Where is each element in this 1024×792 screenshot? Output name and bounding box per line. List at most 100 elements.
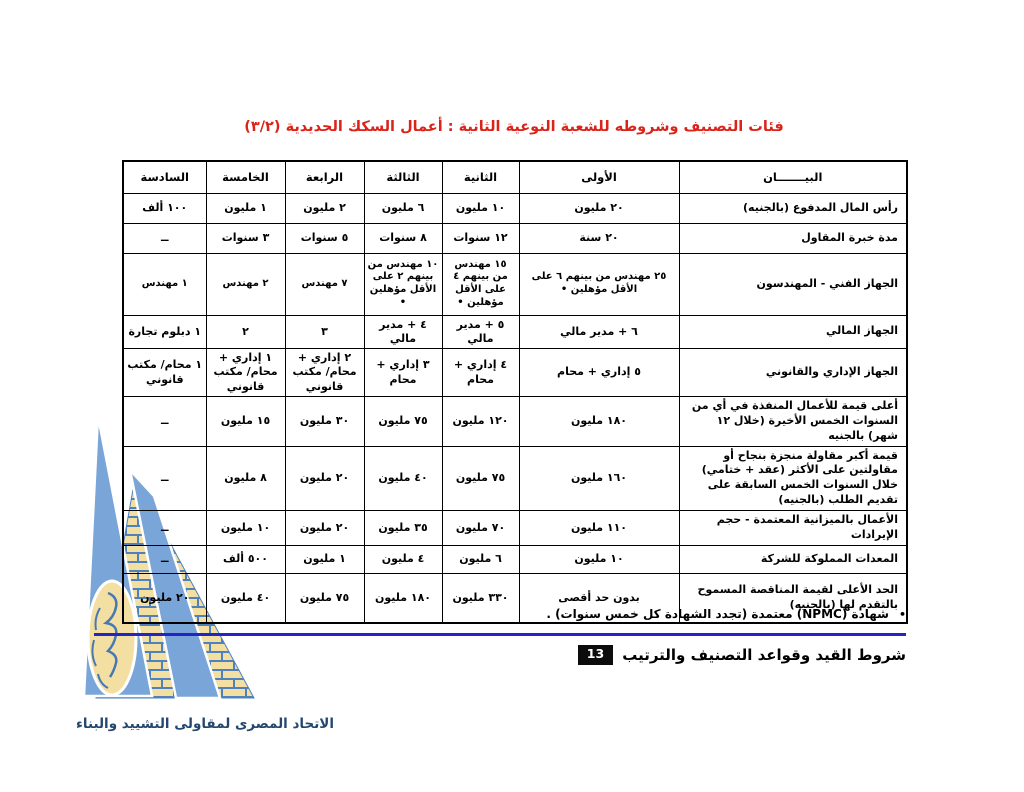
row-label: الحد الأعلى لقيمة المناقصة المسموح بالتق… [678, 572, 908, 624]
table-row: أعلى قيمة للأعمال المنفذة في أي من السنو… [122, 395, 908, 447]
row-label: الجهاز المالي [678, 314, 908, 350]
col-header-fifth: الخامسة [205, 160, 286, 194]
sphinx-mane-lines [91, 607, 109, 689]
table-row: الحد الأعلى لقيمة المناقصة المسموح بالتق… [122, 572, 908, 624]
value-cell: ٤ + مدير مالي [363, 314, 443, 350]
table-row: مدة خبرة المقاول ٢٠ سنة ١٢ سنوات ٨ سنوات… [122, 222, 908, 254]
value-cell: ١٨٠ مليون [518, 395, 680, 447]
value-cell: ٢ إداري + محام/ مكتب قانوني [284, 348, 365, 397]
value-cell: ٤ إداري + محام [441, 348, 520, 397]
col-header-statement: البيـــــــان [678, 160, 908, 194]
row-label: قيمة أكبر مقاولة منجزة بنجاح أو مقاولتين… [678, 445, 908, 511]
value-cell: ١٠ مليون [205, 509, 286, 546]
value-cell: ٢٠ مليون [518, 192, 680, 224]
value-cell: ٢ [205, 314, 286, 350]
value-cell: ٢٠ مليون [122, 572, 207, 624]
npmc-note-text: شهادة (NPMC) معتمدة (تجدد الشهادة كل خمس… [546, 607, 889, 621]
value-cell: ١ إداري + محام/ مكتب قانوني [205, 348, 286, 397]
section-number-badge: 13 [577, 645, 614, 665]
col-header-second: الثانية [441, 160, 520, 194]
value-cell: ــ [122, 222, 207, 254]
page-title: فئات التصنيف وشروطه للشعبة النوعية الثان… [244, 119, 784, 135]
footer-brand: الاتحاد المصرى لمقاولى التشييد والبناء [76, 716, 334, 732]
value-cell: ١٠٠ ألف [122, 192, 207, 224]
bullet-dot-icon: • [898, 608, 906, 621]
value-cell: ٤٠ مليون [363, 445, 443, 511]
value-cell: ١ مليون [205, 192, 286, 224]
value-cell: بدون حد أقصى [518, 572, 680, 624]
npmc-note: • شهادة (NPMC) معتمدة (تجدد الشهادة كل خم… [546, 607, 906, 621]
value-cell: ٢٥ مهندس من بينهم ٦ على الأقل مؤهلين • [518, 252, 680, 316]
value-cell: ١ محام/ مكتب قانوني [122, 348, 207, 397]
col-header-fourth: الرابعة [284, 160, 365, 194]
value-cell: ٢ مليون [284, 192, 365, 224]
table-row: الجهاز الفني - المهندسون ٢٥ مهندس من بين… [122, 252, 908, 316]
col-header-first: الأولى [518, 160, 680, 194]
table-row: قيمة أكبر مقاولة منجزة بنجاح أو مقاولتين… [122, 445, 908, 511]
value-cell: ١٠ مليون [518, 544, 680, 574]
value-cell: ١ مليون [284, 544, 365, 574]
value-cell: ١٠ مهندس من بينهم ٢ على الأقل مؤهلين • [363, 252, 443, 316]
value-cell: ٧٥ مليون [441, 445, 520, 511]
value-cell: ٨ سنوات [363, 222, 443, 254]
value-cell: ١٥ مليون [205, 395, 286, 447]
value-cell: ٧٠ مليون [441, 509, 520, 546]
value-cell: ٥٠٠ ألف [205, 544, 286, 574]
classification-table: البيـــــــان الأولى الثانية الثالثة الر… [122, 160, 908, 625]
value-cell: ٢٠ مليون [284, 509, 365, 546]
value-cell: ــ [122, 509, 207, 546]
row-label: الجهاز الفني - المهندسون [678, 252, 908, 316]
row-label: أعلى قيمة للأعمال المنفذة في أي من السنو… [678, 395, 908, 447]
value-cell: ١٨٠ مليون [363, 572, 443, 624]
value-cell: ٦ مليون [441, 544, 520, 574]
value-cell: ــ [122, 544, 207, 574]
value-cell: ٨ مليون [205, 445, 286, 511]
value-cell: ٧٥ مليون [284, 572, 365, 624]
value-cell: ١٠ مليون [441, 192, 520, 224]
value-cell: ٤ مليون [363, 544, 443, 574]
value-cell: ٣٣٠ مليون [441, 572, 520, 624]
value-cell: ــ [122, 395, 207, 447]
table-row: رأس المال المدفوع (بالجنيه) ٢٠ مليون ١٠ … [122, 192, 908, 224]
value-cell: ٥ + مدير مالي [441, 314, 520, 350]
value-cell: ١ دبلوم تجارة [122, 314, 207, 350]
value-cell: ٢ مهندس [205, 252, 286, 316]
value-cell: ٣ [284, 314, 365, 350]
value-cell: ــ [122, 445, 207, 511]
table-header-row: البيـــــــان الأولى الثانية الثالثة الر… [122, 160, 908, 194]
value-cell: ٣ إداري + محام [363, 348, 443, 397]
value-cell: ١٥ مهندس من بينهم ٤ على الأقل مؤهلين • [441, 252, 520, 316]
value-cell: ٧٥ مليون [363, 395, 443, 447]
section-heading-row: شروط القيد وقواعد التصنيف والترتيب 13 [577, 645, 906, 665]
value-cell: ٣٥ مليون [363, 509, 443, 546]
col-header-third: الثالثة [363, 160, 443, 194]
value-cell: ٢٠ سنة [518, 222, 680, 254]
value-cell: ٤٠ مليون [205, 572, 286, 624]
value-cell: ٥ إداري + محام [518, 348, 680, 397]
value-cell: ٧ مهندس [284, 252, 365, 316]
value-cell: ٣٠ مليون [284, 395, 365, 447]
value-cell: ١١٠ مليون [518, 509, 680, 546]
value-cell: ١٢٠ مليون [441, 395, 520, 447]
value-cell: ٦ + مدير مالي [518, 314, 680, 350]
value-cell: ١٦٠ مليون [518, 445, 680, 511]
value-cell: ٣ سنوات [205, 222, 286, 254]
value-cell: ١ مهندس [122, 252, 207, 316]
row-label: الجهاز الإداري والقانوني [678, 348, 908, 397]
value-cell: ٢٠ مليون [284, 445, 365, 511]
table-row: الأعمال بالميزانية المعتمدة - حجم الإيرا… [122, 509, 908, 546]
blue-divider-line [94, 633, 906, 636]
value-cell: ٥ سنوات [284, 222, 365, 254]
row-label: رأس المال المدفوع (بالجنيه) [678, 192, 908, 224]
table-row: الجهاز المالي ٦ + مدير مالي ٥ + مدير مال… [122, 314, 908, 350]
row-label: مدة خبرة المقاول [678, 222, 908, 254]
col-header-sixth: السادسة [122, 160, 207, 194]
table-row: المعدات المملوكة للشركة ١٠ مليون ٦ مليون… [122, 544, 908, 574]
section-heading: شروط القيد وقواعد التصنيف والترتيب [622, 645, 906, 664]
row-label: المعدات المملوكة للشركة [678, 544, 908, 574]
value-cell: ٦ مليون [363, 192, 443, 224]
table-row: الجهاز الإداري والقانوني ٥ إداري + محام … [122, 348, 908, 397]
value-cell: ١٢ سنوات [441, 222, 520, 254]
row-label: الأعمال بالميزانية المعتمدة - حجم الإيرا… [678, 509, 908, 546]
